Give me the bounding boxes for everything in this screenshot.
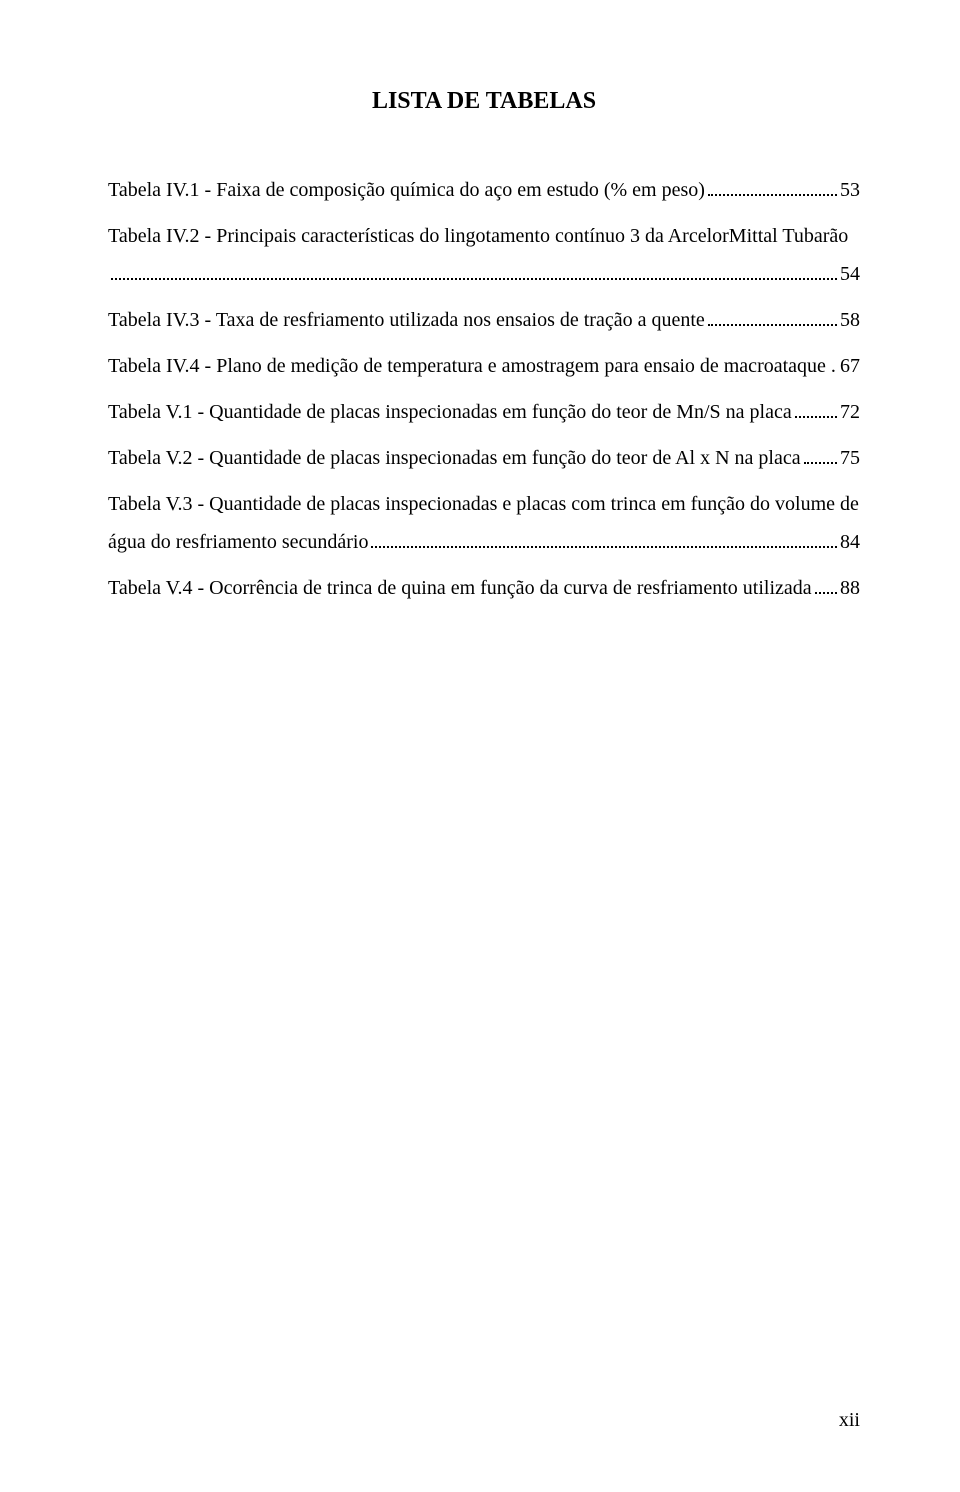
toc-dots (111, 278, 837, 280)
page-number: xii (839, 1409, 860, 1432)
toc-entry: Tabela IV.4 - Plano de medição de temper… (108, 347, 860, 385)
toc-entry: Tabela IV.2 - Principais características… (108, 217, 860, 293)
toc-page: 88 (840, 569, 860, 607)
toc-dots (708, 194, 837, 196)
toc-entry: Tabela IV.3 - Taxa de resfriamento utili… (108, 301, 860, 339)
toc-entry: Tabela IV.1 - Faixa de composição químic… (108, 171, 860, 209)
toc-text: água do resfriamento secundário (108, 523, 368, 561)
toc-dots (708, 324, 837, 326)
toc-text: Tabela IV.2 - Principais características… (108, 217, 860, 255)
toc-entry: Tabela V.1 - Quantidade de placas inspec… (108, 393, 860, 431)
toc-text: Tabela V.1 - Quantidade de placas inspec… (108, 393, 792, 431)
toc-entry: Tabela V.2 - Quantidade de placas inspec… (108, 439, 860, 477)
toc-entry: Tabela V.3 - Quantidade de placas inspec… (108, 485, 860, 561)
toc-page: 72 (840, 393, 860, 431)
toc-entry: Tabela V.4 - Ocorrência de trinca de qui… (108, 569, 860, 607)
toc-text: Tabela IV.1 - Faixa de composição químic… (108, 171, 705, 209)
toc-page: 58 (840, 301, 860, 339)
toc-list: Tabela IV.1 - Faixa de composição químic… (108, 171, 860, 607)
toc-dots (371, 546, 837, 548)
toc-dots (804, 462, 837, 464)
toc-page: 75 (840, 439, 860, 477)
toc-text: Tabela V.2 - Quantidade de placas inspec… (108, 439, 801, 477)
toc-page: 67 (840, 347, 860, 385)
toc-page: 84 (840, 523, 860, 561)
page-title: LISTA DE TABELAS (108, 88, 860, 115)
toc-text: Tabela IV.4 - Plano de medição de temper… (108, 347, 836, 385)
toc-page: 54 (840, 255, 860, 293)
toc-dots (795, 416, 837, 418)
toc-page: 53 (840, 171, 860, 209)
toc-text: Tabela IV.3 - Taxa de resfriamento utili… (108, 301, 705, 339)
toc-dots (815, 592, 837, 594)
toc-text: Tabela V.4 - Ocorrência de trinca de qui… (108, 569, 812, 607)
toc-text: Tabela V.3 - Quantidade de placas inspec… (108, 485, 860, 523)
